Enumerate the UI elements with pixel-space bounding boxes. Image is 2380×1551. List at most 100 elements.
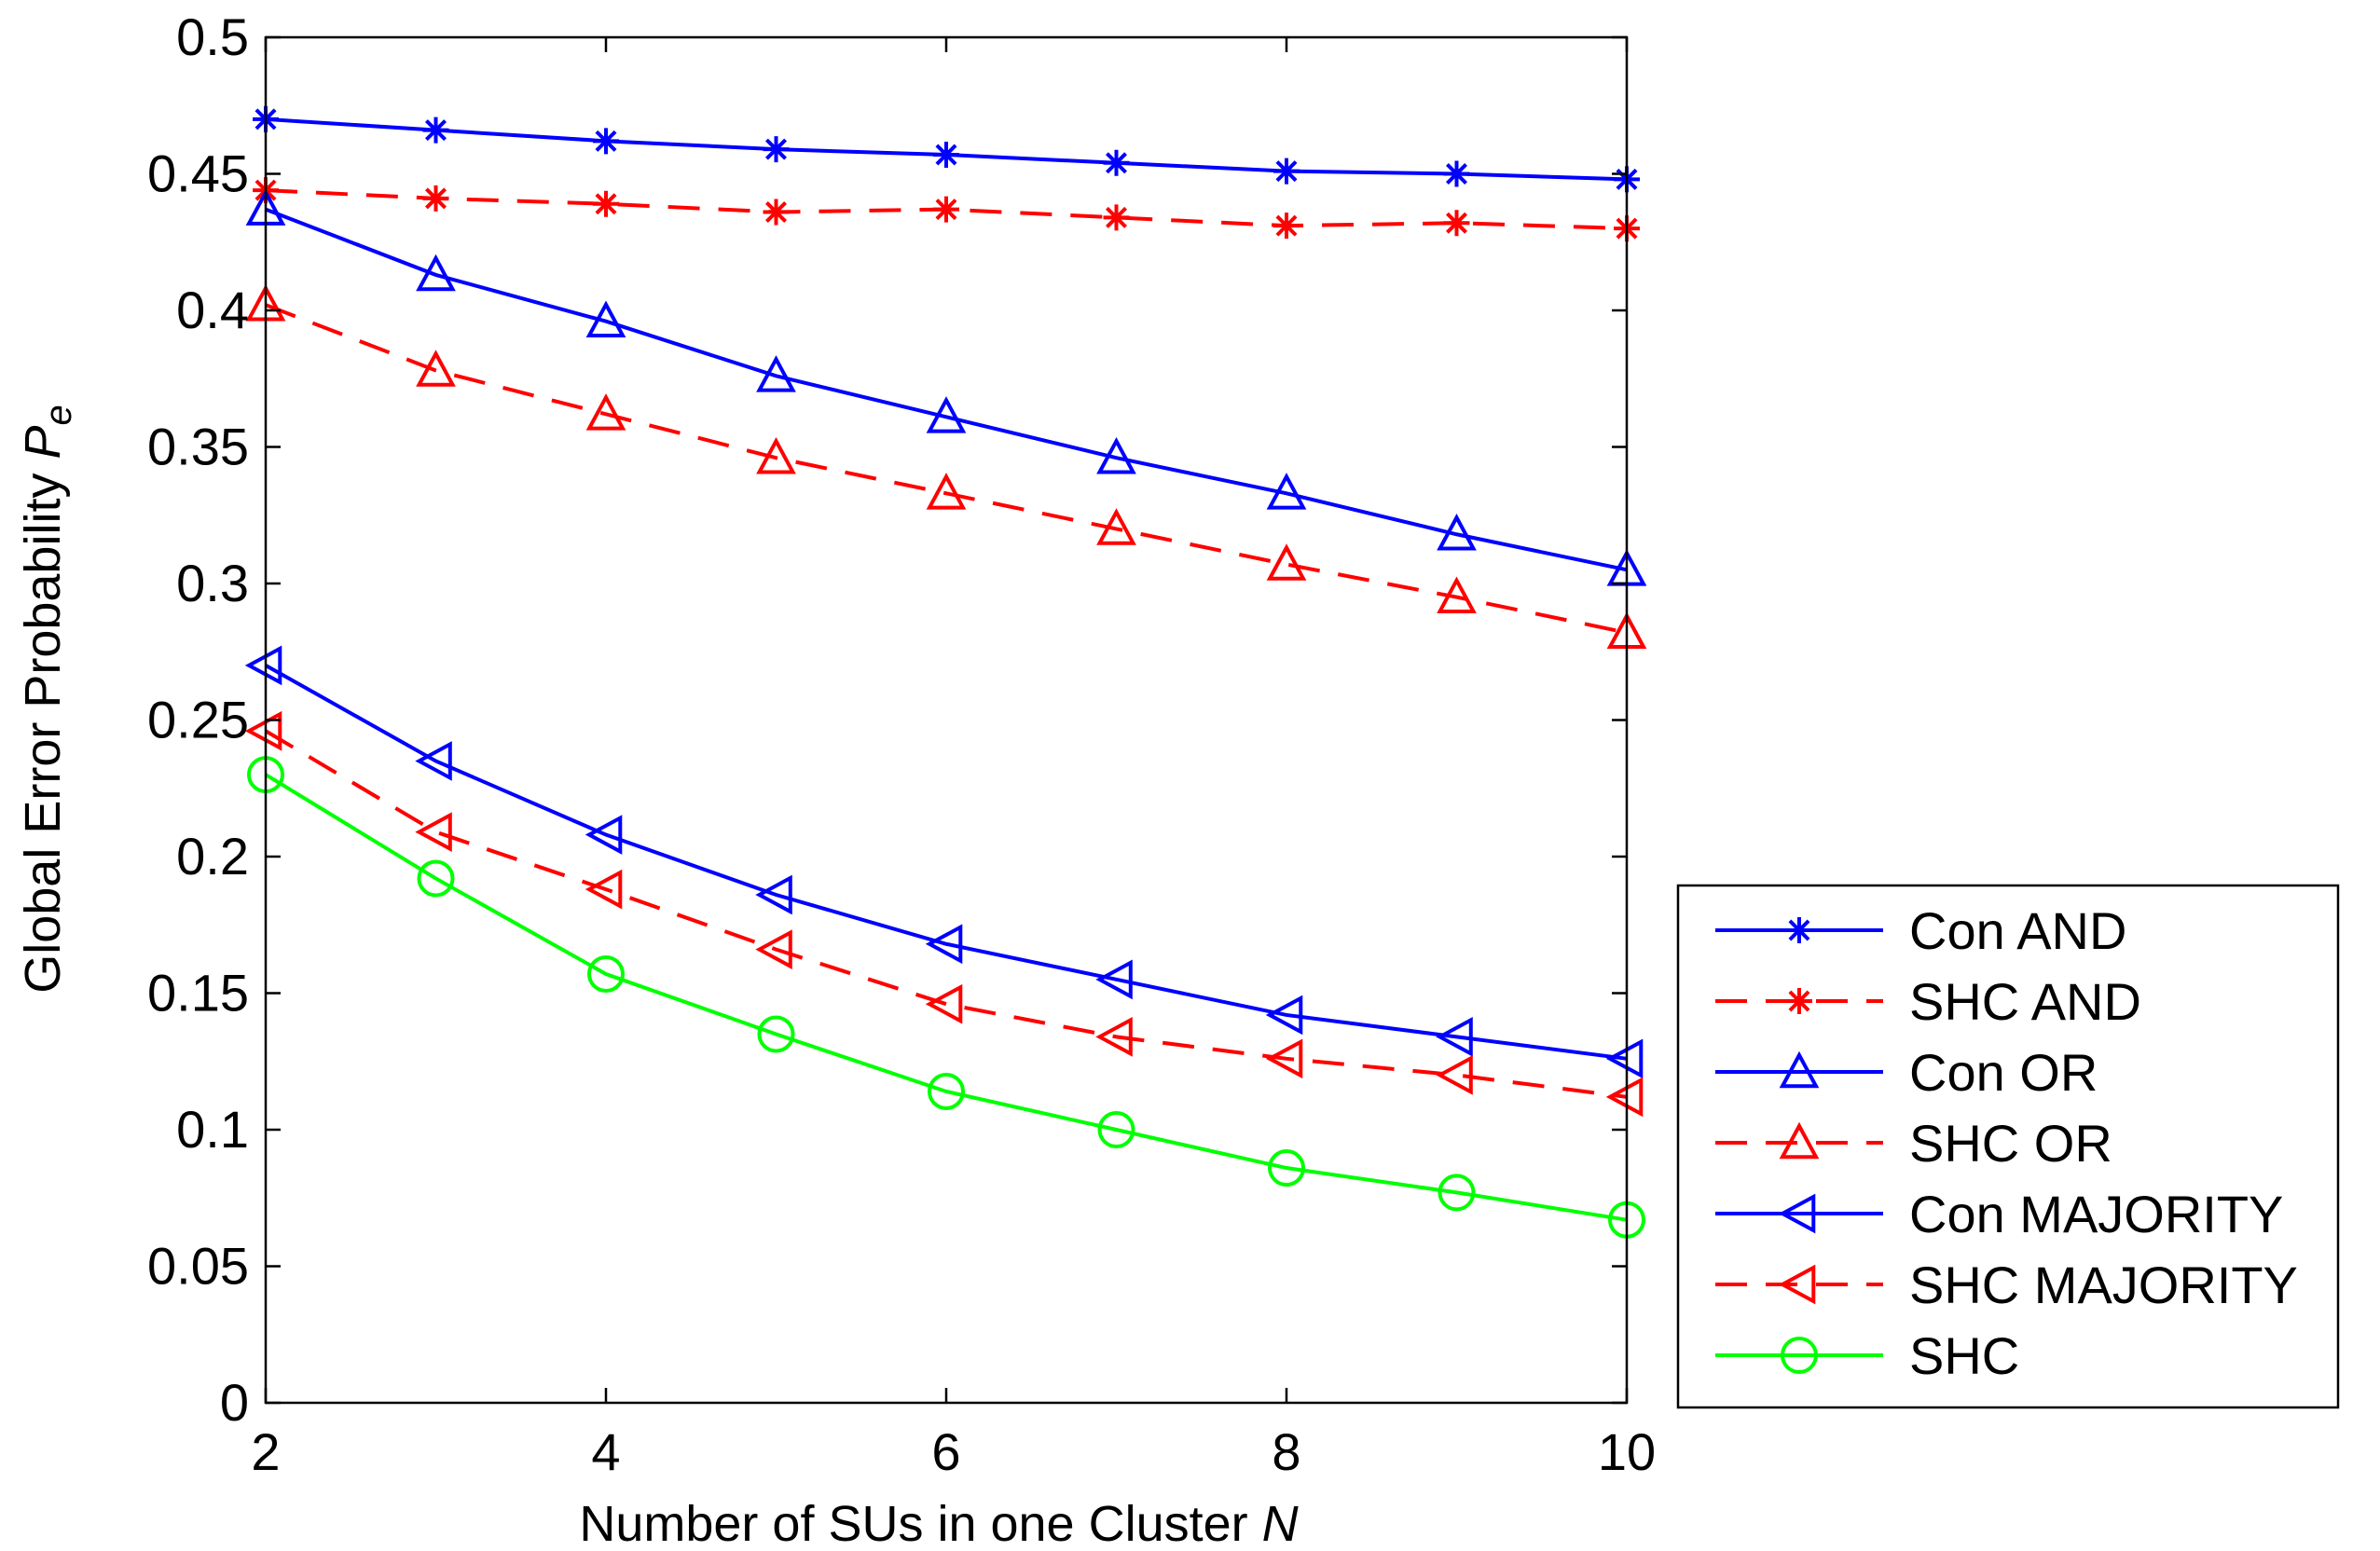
legend-entry-con-majority: Con MAJORITY: [1715, 1185, 2283, 1243]
legend-label: Con AND: [1909, 901, 2126, 960]
y-tick-label: 0.4: [176, 281, 249, 339]
legend-label: Con MAJORITY: [1909, 1185, 2283, 1243]
legend-entry-shc-majority: SHC MAJORITY: [1715, 1256, 2298, 1314]
series-line-con-majority: [265, 664, 1628, 1061]
data-point-shc-and: [1103, 204, 1130, 231]
data-point-shc: [757, 1015, 795, 1053]
y-tick-label: 0.25: [147, 691, 249, 749]
data-point-con-majority: [1436, 1017, 1473, 1057]
data-point-shc-or: [1437, 576, 1477, 613]
data-point-con-majority: [755, 874, 792, 915]
y-tick-label: 0.35: [147, 418, 249, 476]
data-point-shc-or: [926, 473, 967, 510]
data-point-con-or: [1266, 473, 1307, 510]
data-point-shc: [587, 954, 625, 993]
data-point-con-or: [756, 355, 796, 392]
data-point-shc: [1438, 1174, 1476, 1212]
legend-marker: [1786, 988, 1812, 1014]
legend-label: SHC MAJORITY: [1909, 1256, 2298, 1314]
data-point-con-and: [422, 117, 449, 144]
x-axis-title: Number of SUs in one Cluster N: [579, 1496, 1299, 1551]
data-point-con-majority: [585, 815, 623, 855]
data-point-con-majority: [1605, 1038, 1644, 1079]
x-tick-label: 10: [1598, 1422, 1656, 1481]
data-point-con-or: [926, 396, 967, 433]
series-shc-and: [253, 177, 1640, 242]
legend-label: SHC: [1909, 1326, 2019, 1385]
data-point-shc: [928, 1072, 965, 1110]
data-point-shc-or: [1096, 508, 1136, 545]
y-tick-label: 0.1: [176, 1100, 249, 1159]
y-tick-label: 0.15: [147, 964, 249, 1023]
series-line-con-or: [265, 207, 1628, 572]
data-point-con-or: [416, 254, 456, 292]
y-tick-label: 0.2: [176, 827, 249, 885]
data-point-shc-and: [763, 199, 790, 226]
data-point-shc-majority: [585, 869, 623, 910]
legend: Con AND SHC AND Con OR SHC OR Con MAJORITY SH…: [1676, 884, 2340, 1409]
data-point-shc-and: [933, 196, 959, 223]
y-tick-label: 0.05: [147, 1237, 249, 1296]
data-point-shc-and: [1443, 210, 1470, 237]
data-point-shc-majority: [1605, 1077, 1644, 1118]
x-tick-label: 8: [1272, 1422, 1300, 1481]
legend-marker: [1778, 1264, 1816, 1305]
legend-entry-shc-or: SHC OR: [1715, 1114, 2112, 1173]
data-point-con-and: [1273, 158, 1300, 185]
data-point-shc-majority: [415, 812, 452, 852]
x-tick-label: 6: [931, 1422, 960, 1481]
y-tick-label: 0.45: [147, 144, 249, 203]
y-tick-label: 0.5: [176, 7, 249, 66]
data-point-shc-or: [1266, 543, 1307, 581]
series-line-shc-majority: [264, 729, 1628, 1099]
data-point-con-and: [763, 136, 790, 163]
data-point-con-majority: [1265, 995, 1303, 1036]
legend-marker: [1778, 1193, 1816, 1234]
legend-entry-con-and: Con AND: [1715, 901, 2126, 960]
data-point-shc: [1268, 1149, 1305, 1187]
data-point-shc-or: [756, 437, 796, 474]
x-tick-label: 2: [251, 1422, 280, 1481]
data-point-con-or: [1096, 437, 1136, 474]
data-point-con-and: [1443, 160, 1470, 187]
legend-marker: [1779, 1050, 1820, 1089]
legend-label: SHC AND: [1909, 972, 2141, 1031]
data-point-con-and: [933, 141, 959, 168]
data-point-shc-majority: [925, 983, 963, 1024]
series-line-shc-or: [265, 303, 1628, 635]
y-axis-title: Global Error Probability Pe: [15, 405, 79, 994]
data-point-shc-and: [422, 185, 449, 212]
x-tick-label: 4: [591, 1422, 620, 1481]
plot-background: [266, 37, 1627, 1403]
data-point-shc-majority: [1095, 1017, 1133, 1057]
series-shc: [247, 756, 1645, 1239]
data-point-shc-and: [1273, 213, 1300, 240]
legend-label: Con OR: [1909, 1043, 2098, 1102]
series-shc-majority: [244, 710, 1644, 1118]
data-point-con-or: [1437, 514, 1477, 551]
legend-marker: [1779, 1121, 1820, 1160]
data-point-shc-majority: [755, 929, 792, 969]
y-tick-label: 0: [220, 1373, 249, 1432]
legend-entry-shc-and: SHC AND: [1715, 972, 2141, 1031]
series-con-majority: [244, 645, 1644, 1079]
series-con-or: [245, 188, 1647, 586]
data-point-con-and: [593, 128, 619, 155]
data-point-con-majority: [1095, 959, 1133, 1000]
axes-layer: 0 0.05 0.1 0.15 0.2 0.25 0.3 0.35 0.4 0.45 0.5 2 4 6 8…: [147, 7, 1656, 1481]
legend-entry-con-or: Con OR: [1715, 1043, 2098, 1102]
data-point-con-or: [585, 300, 626, 338]
legend-label: SHC OR: [1909, 1114, 2112, 1173]
plot-area: [266, 37, 1627, 1403]
legend-entry-shc: SHC: [1715, 1326, 2019, 1385]
data-point-shc: [417, 859, 455, 898]
data-point-shc-majority: [1265, 1038, 1303, 1079]
data-point-con-majority: [244, 645, 282, 686]
data-point-shc-majority: [244, 710, 282, 751]
data-point-shc: [1097, 1111, 1135, 1148]
data-point-shc-or: [585, 393, 626, 431]
data-point-con-majority: [415, 741, 452, 781]
data-point-shc-or: [416, 350, 456, 387]
data-point-con-majority: [925, 924, 963, 965]
